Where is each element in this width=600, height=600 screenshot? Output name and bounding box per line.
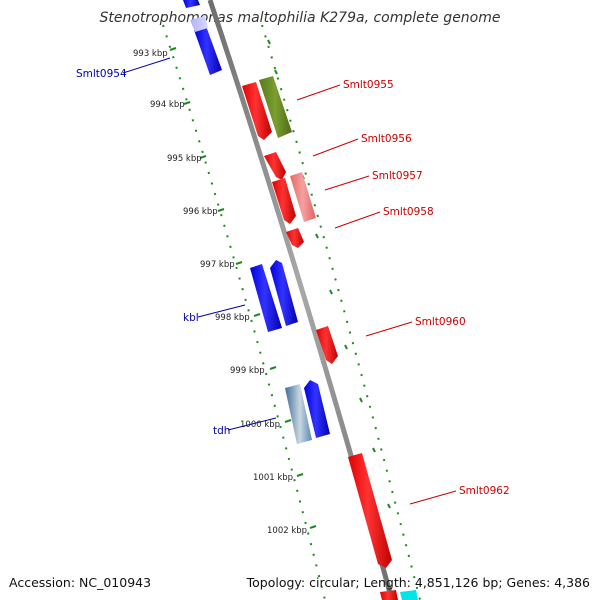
outer-tick-line — [261, 24, 421, 600]
kbp-label: 1002 kbp — [267, 526, 307, 536]
gene-smlt0955-b[interactable] — [259, 76, 292, 138]
kbp-label: 999 kbp — [230, 366, 265, 376]
gene-smlt0962[interactable] — [348, 453, 392, 568]
kbp-label: 994 kbp — [150, 100, 185, 110]
inner-tick-line — [162, 24, 326, 600]
gene-smlt0957-b[interactable] — [290, 172, 316, 222]
gene-smlt0956[interactable] — [264, 152, 286, 180]
gene-label-smlt0958: Smlt0958 — [383, 206, 434, 218]
gene-label-smlt0962: Smlt0962 — [459, 485, 510, 497]
gene-smlt0955-a[interactable] — [242, 82, 272, 140]
leader-lines — [122, 57, 457, 505]
inner-major-ticks — [169, 47, 317, 529]
gene-label-tdh: tdh — [213, 425, 230, 437]
gene-label-smlt0957: Smlt0957 — [372, 170, 423, 182]
gene-smlt0960[interactable] — [316, 326, 338, 364]
gene-smlt0958[interactable] — [286, 228, 304, 248]
kbp-label: 996 kbp — [183, 207, 218, 217]
kbp-label: 997 kbp — [200, 260, 235, 270]
gene-bottom-red[interactable] — [380, 590, 398, 600]
gene-label-kbl: kbl — [183, 312, 199, 324]
gene-label-smlt0956: Smlt0956 — [361, 133, 412, 145]
kbp-label: 995 kbp — [167, 154, 202, 164]
gene-top-blue[interactable] — [183, 0, 200, 8]
gene-kbl-a[interactable] — [250, 264, 282, 332]
kbp-label: 998 kbp — [215, 313, 250, 323]
gene-tdh-b[interactable] — [304, 380, 330, 438]
kbp-label: 1000 kbp — [240, 420, 280, 430]
gene-label-smlt0960: Smlt0960 — [415, 316, 466, 328]
gene-label-smlt0954: Smlt0954 — [76, 68, 127, 80]
gene-tdh-a[interactable] — [285, 384, 312, 444]
genome-summary: Topology: circular; Length: 4,851,126 bp… — [246, 575, 590, 590]
accession-text: Accession: NC_010943 — [9, 575, 152, 590]
kbp-label: 993 kbp — [133, 49, 168, 59]
gene-label-smlt0955: Smlt0955 — [343, 79, 394, 91]
kbp-label: 1001 kbp — [253, 473, 293, 483]
gene-smlt0957-a[interactable] — [272, 178, 296, 224]
gene-smlt0954[interactable] — [194, 26, 222, 75]
gene-kbl-b[interactable] — [270, 260, 298, 326]
gene-lavender[interactable] — [190, 16, 208, 32]
gene-bottom-cyan[interactable] — [400, 590, 418, 600]
